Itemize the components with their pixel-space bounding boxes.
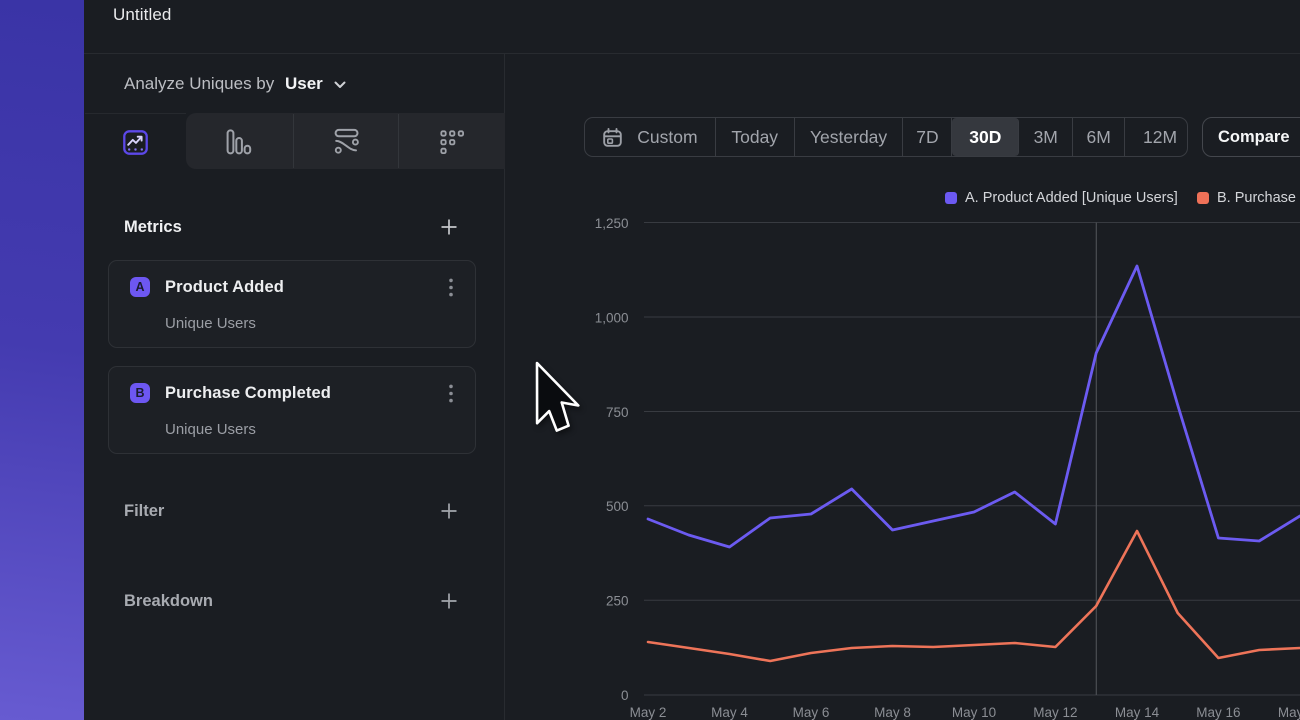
svg-text:750: 750 <box>606 405 629 420</box>
svg-text:May 12: May 12 <box>1033 705 1077 720</box>
svg-text:1,000: 1,000 <box>595 311 629 326</box>
svg-text:May 14: May 14 <box>1115 705 1160 720</box>
svg-text:250: 250 <box>606 594 629 609</box>
svg-text:May 2: May 2 <box>630 705 667 720</box>
svg-text:May 16: May 16 <box>1196 705 1240 720</box>
svg-text:0: 0 <box>621 688 629 703</box>
svg-text:1,250: 1,250 <box>595 216 629 231</box>
svg-text:May 6: May 6 <box>793 705 830 720</box>
svg-text:500: 500 <box>606 499 629 514</box>
svg-text:May 10: May 10 <box>952 705 996 720</box>
svg-text:May 8: May 8 <box>874 705 911 720</box>
svg-text:May 4: May 4 <box>711 705 748 720</box>
svg-text:May 18: May 18 <box>1278 705 1300 720</box>
